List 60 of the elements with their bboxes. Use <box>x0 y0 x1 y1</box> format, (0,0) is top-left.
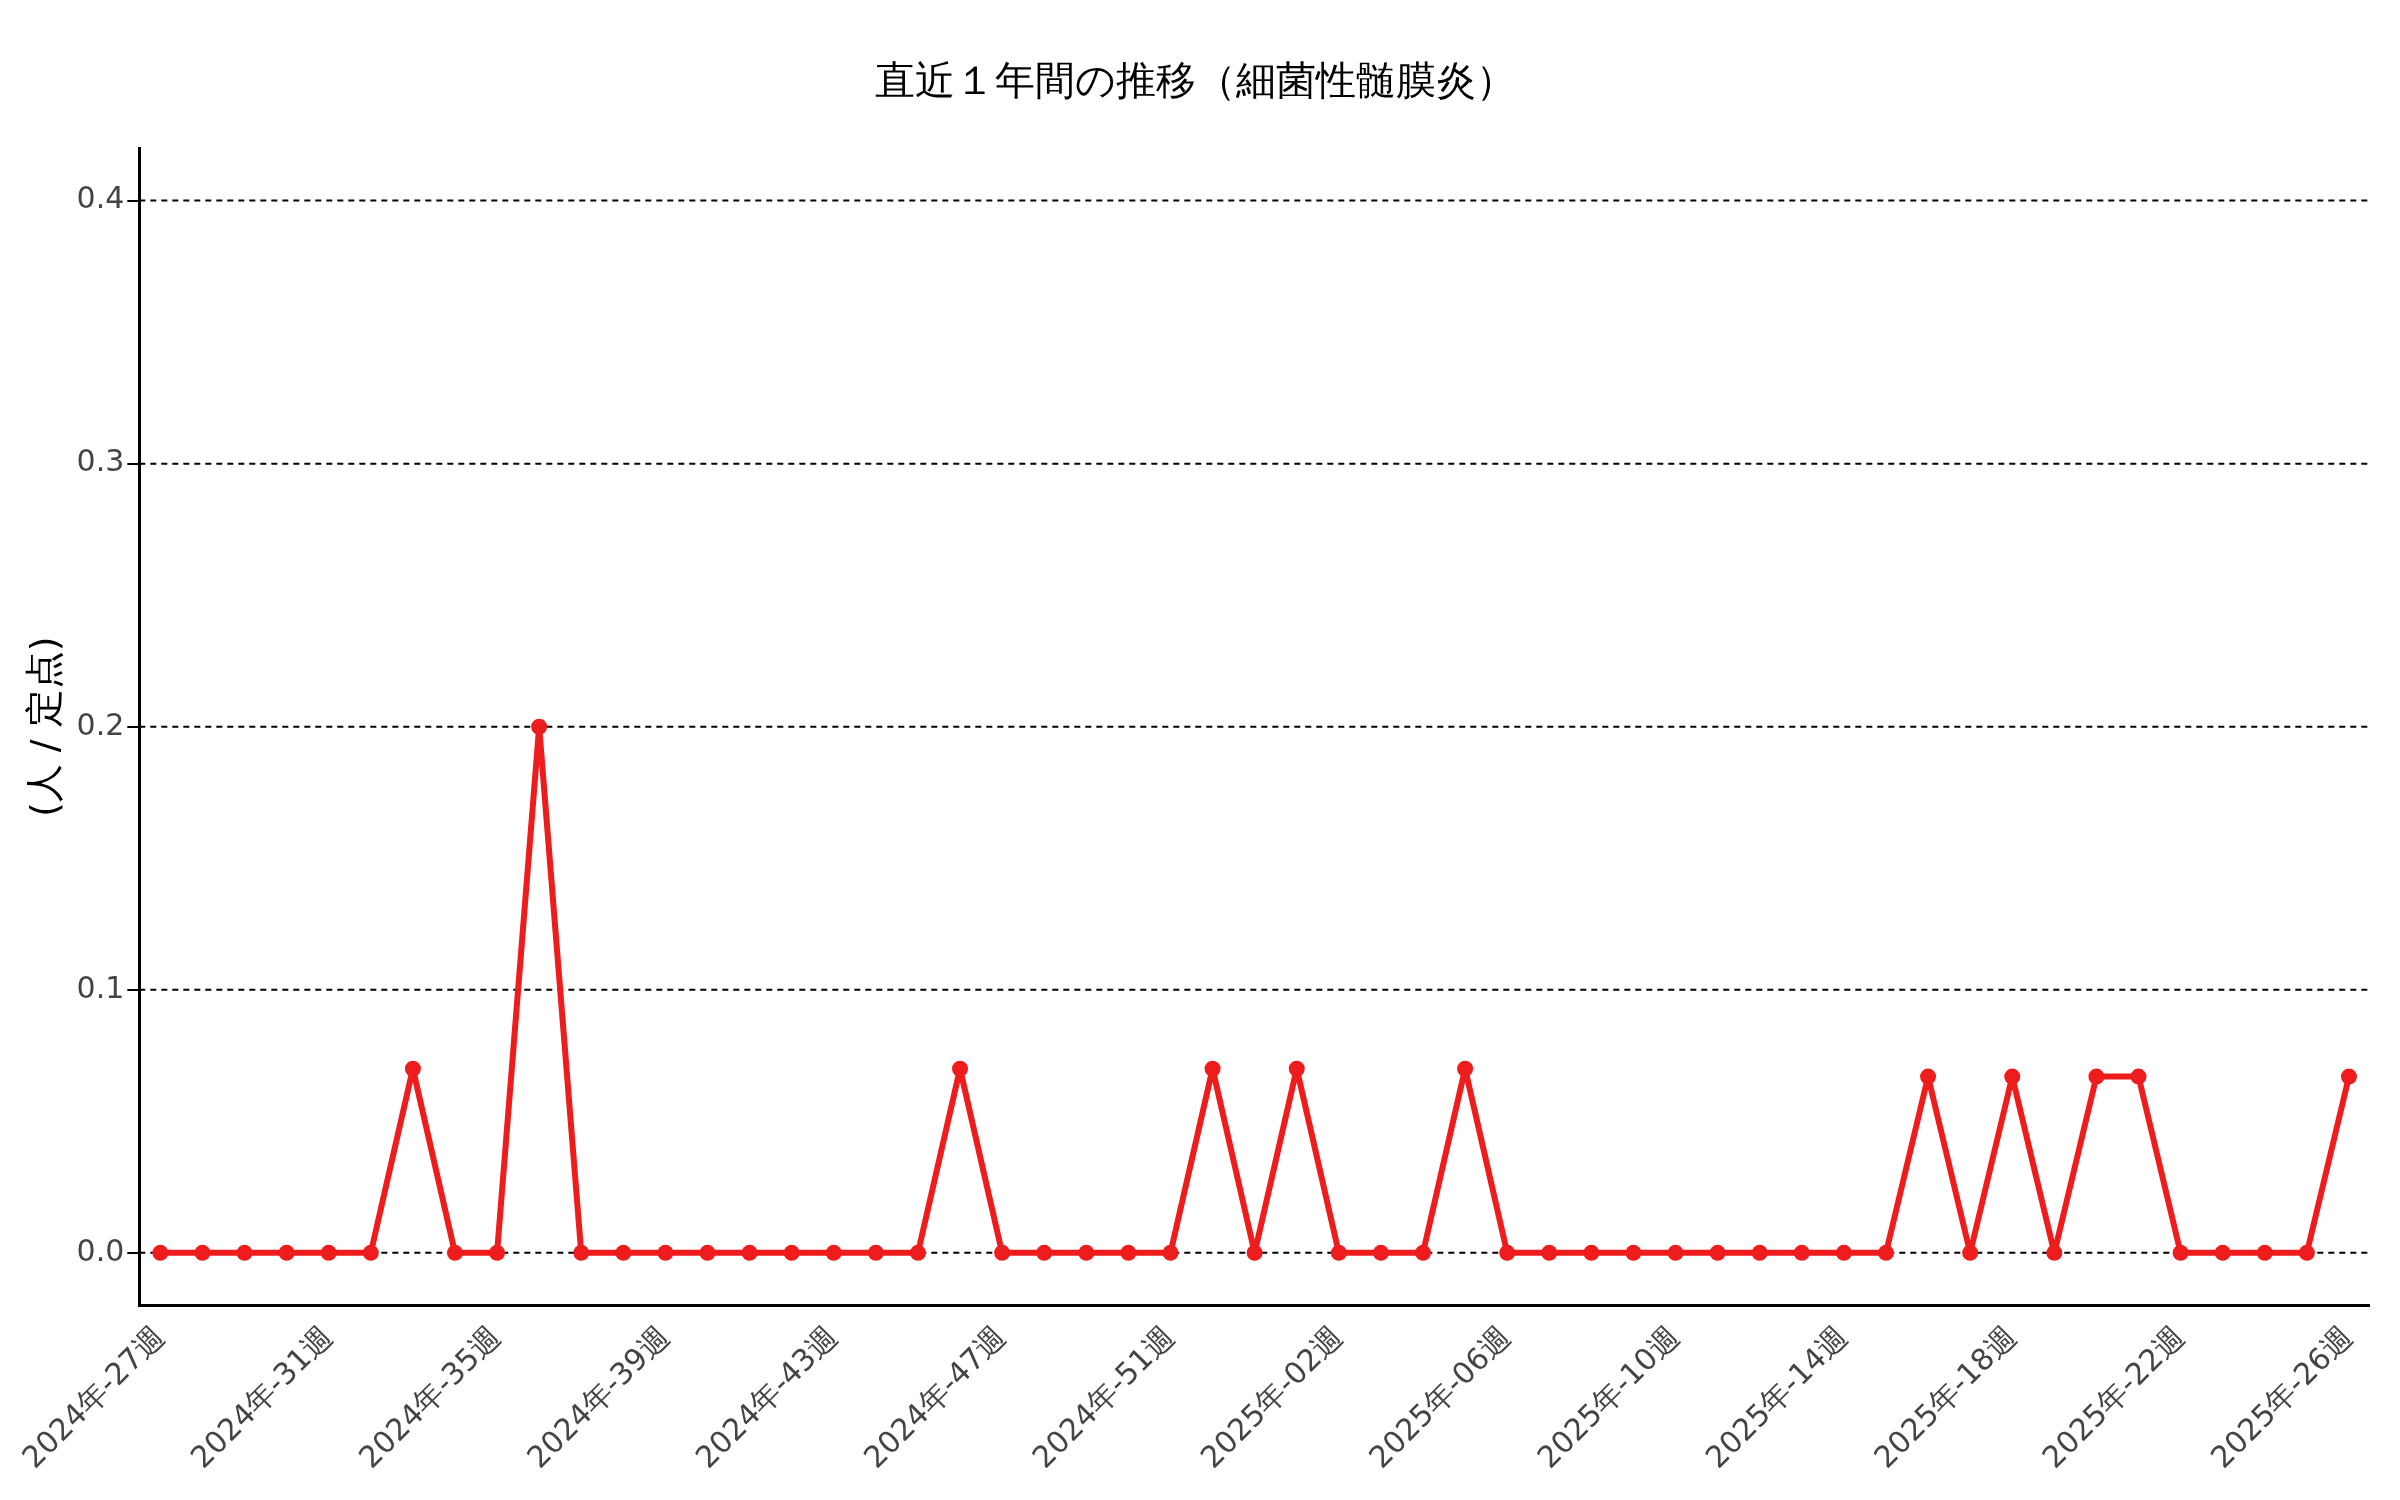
point <box>2256 1244 2273 1261</box>
point <box>952 1060 969 1077</box>
point <box>152 1244 169 1261</box>
point <box>1246 1244 1263 1261</box>
point <box>2214 1244 2231 1261</box>
point <box>362 1244 379 1261</box>
point <box>446 1244 463 1261</box>
point <box>1835 1244 1852 1261</box>
point <box>867 1244 884 1261</box>
point <box>2172 1244 2189 1261</box>
point <box>2298 1244 2315 1261</box>
point <box>657 1244 674 1261</box>
chart-title: 直近１年間の推移（細菌性髄膜炎） <box>874 57 1516 104</box>
point <box>278 1244 295 1261</box>
point <box>1877 1244 1894 1261</box>
point <box>1330 1244 1347 1261</box>
point <box>236 1244 253 1261</box>
point <box>1415 1244 1432 1261</box>
y-axis-title: (人 / 定点) <box>21 636 66 818</box>
point <box>1288 1060 1305 1077</box>
point <box>194 1244 211 1261</box>
point <box>1962 1244 1979 1261</box>
y-tick-label: 0.4 <box>76 180 125 216</box>
point <box>1920 1068 1937 1085</box>
point <box>1162 1244 1179 1261</box>
point <box>1078 1244 1095 1261</box>
point <box>1120 1244 1137 1261</box>
point <box>1204 1060 1221 1077</box>
point <box>1793 1244 1810 1261</box>
point <box>1709 1244 1726 1261</box>
point <box>1541 1244 1558 1261</box>
point <box>1036 1244 1053 1261</box>
point <box>825 1244 842 1261</box>
y-tick-label: 0.0 <box>76 1232 125 1268</box>
point <box>1751 1244 1768 1261</box>
point <box>2088 1068 2105 1085</box>
point <box>909 1244 926 1261</box>
point <box>573 1244 590 1261</box>
point <box>320 1244 337 1261</box>
point <box>404 1060 421 1077</box>
point <box>615 1244 632 1261</box>
point <box>1457 1060 1474 1077</box>
point <box>1499 1244 1516 1261</box>
point <box>994 1244 1011 1261</box>
point <box>2340 1068 2357 1085</box>
point <box>783 1244 800 1261</box>
point <box>1583 1244 1600 1261</box>
point <box>489 1244 506 1261</box>
point <box>2130 1068 2147 1085</box>
point <box>741 1244 758 1261</box>
y-tick-label: 0.2 <box>76 706 125 742</box>
y-tick-label: 0.1 <box>76 969 125 1005</box>
point <box>1372 1244 1389 1261</box>
point <box>2004 1068 2021 1085</box>
point <box>2046 1244 2063 1261</box>
point <box>1667 1244 1684 1261</box>
point <box>699 1244 716 1261</box>
point <box>1625 1244 1642 1261</box>
y-tick-label: 0.3 <box>76 443 125 479</box>
point <box>531 718 548 735</box>
